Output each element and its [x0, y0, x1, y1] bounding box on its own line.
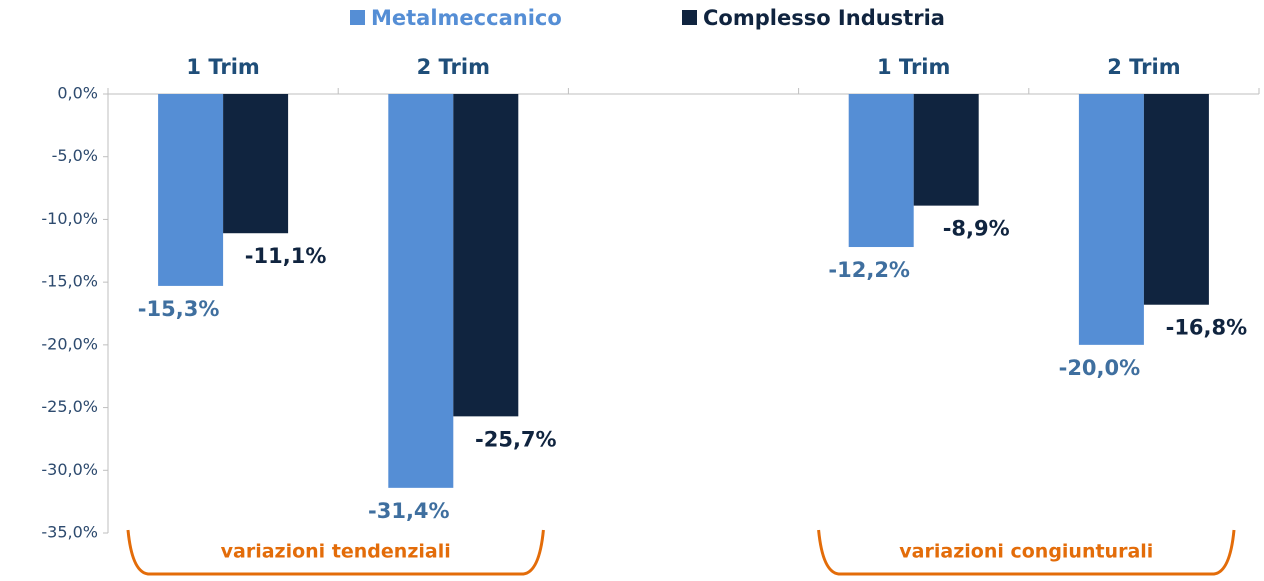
y-tick-label: 0,0%	[57, 84, 98, 103]
x-category-label: 1 Trim	[186, 55, 259, 79]
x-category-label: 2 Trim	[417, 55, 490, 79]
bar	[913, 94, 979, 206]
legend-label: Complesso Industria	[703, 6, 945, 30]
value-label: -8,9%	[943, 217, 1010, 241]
bar	[848, 94, 914, 248]
bar	[1078, 94, 1144, 345]
value-label: -12,2%	[828, 258, 910, 282]
y-tick-label: -20,0%	[41, 334, 98, 353]
y-tick-label: -5,0%	[52, 146, 98, 165]
value-label: -25,7%	[475, 427, 557, 451]
value-label: -11,1%	[245, 244, 327, 268]
y-tick-label: -25,0%	[41, 397, 98, 416]
y-tick-label: -30,0%	[41, 460, 98, 479]
annotation: variazioni congiunturali	[899, 541, 1153, 563]
bracket	[126, 529, 545, 576]
bar	[1143, 94, 1209, 305]
bar	[453, 94, 519, 417]
value-label: -15,3%	[138, 297, 220, 321]
y-tick-label: -35,0%	[41, 523, 98, 542]
legend-swatch	[350, 10, 365, 25]
annotation: variazioni tendenziali	[221, 541, 451, 563]
bar	[158, 94, 224, 286]
value-label: -20,0%	[1059, 356, 1141, 380]
bracket	[817, 529, 1236, 576]
bar	[223, 94, 289, 234]
x-category-label: 2 Trim	[1107, 55, 1180, 79]
x-category-label: 1 Trim	[877, 55, 950, 79]
y-tick-label: -15,0%	[41, 272, 98, 291]
legend-label: Metalmeccanico	[371, 6, 562, 30]
value-label: -31,4%	[368, 499, 450, 523]
value-label: -16,8%	[1166, 316, 1248, 340]
legend-swatch	[682, 10, 697, 25]
y-tick-label: -10,0%	[41, 209, 98, 228]
bar	[388, 94, 454, 488]
